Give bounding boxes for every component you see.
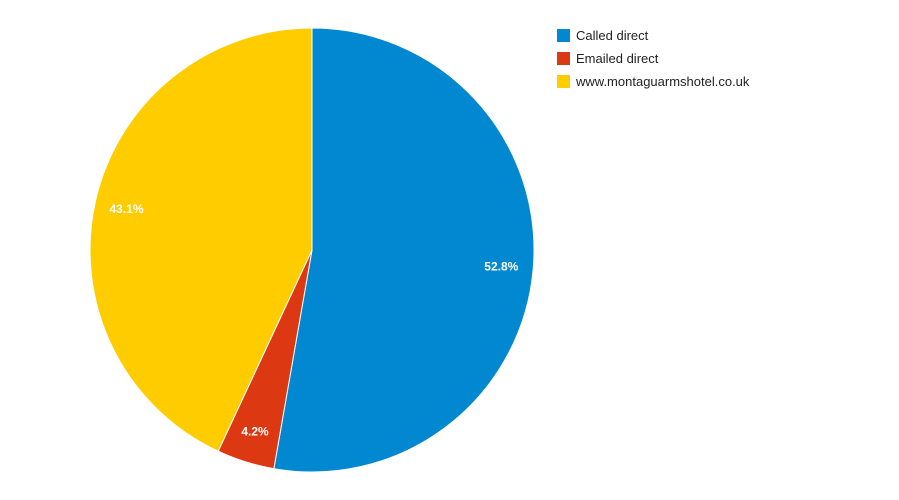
legend-swatch bbox=[557, 75, 570, 88]
slice-called-direct[interactable] bbox=[273, 27, 535, 473]
legend-item-called-direct[interactable]: Called direct bbox=[557, 24, 749, 47]
legend-swatch bbox=[557, 52, 570, 65]
slice-website[interactable] bbox=[89, 27, 313, 452]
slice-emailed-direct-label: 4.2% bbox=[241, 424, 269, 438]
legend-label: www.montaguarmshotel.co.uk bbox=[576, 74, 750, 89]
legend-item-emailed-direct[interactable]: Emailed direct bbox=[557, 47, 749, 70]
legend-label: Called direct bbox=[576, 28, 649, 43]
pie-slices bbox=[89, 27, 535, 473]
slice-website-label: 43.1% bbox=[109, 202, 143, 216]
pie-slice-labels: 52.8% 4.2% 43.1% bbox=[109, 202, 518, 438]
slice-called-direct-label: 52.8% bbox=[484, 259, 518, 273]
legend-swatch bbox=[557, 29, 570, 42]
legend-label: Emailed direct bbox=[576, 51, 659, 66]
legend-item-website[interactable]: www.montaguarmshotel.co.uk bbox=[557, 70, 749, 93]
chart-legend: Called direct Emailed direct www.montagu… bbox=[557, 24, 749, 93]
